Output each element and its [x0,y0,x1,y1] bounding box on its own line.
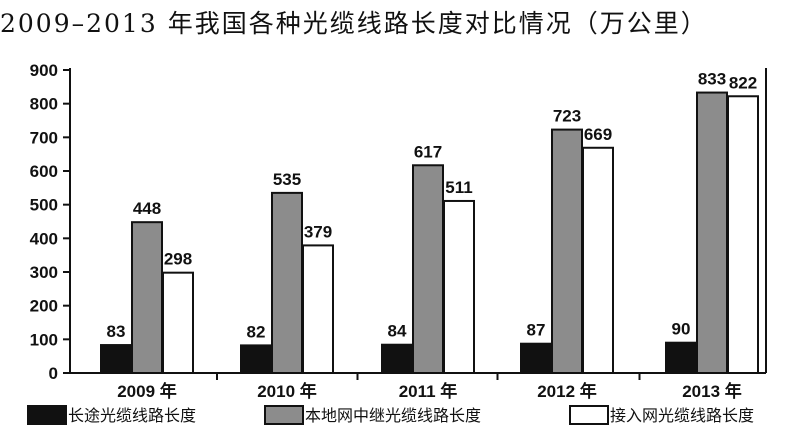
value-label-s1-c0: 448 [133,199,161,218]
bar-s0-c2 [381,343,413,375]
value-label-s1-c3: 723 [553,107,581,126]
x-category-label-1: 2010 年 [257,381,317,401]
legend-label-0: 长途光缆线路长度 [68,406,196,425]
bar-s0-c1 [240,344,272,375]
y-tick-label-4: 400 [30,229,58,248]
bar-s2-c3 [582,146,614,374]
bar-s2-c1 [302,244,334,374]
y-tick-label-9: 900 [30,61,58,80]
bar-s2-c2 [443,199,475,374]
x-category-label-0: 2009 年 [117,381,177,401]
chart-title: 2009–2013 年我国各种光缆线路长度对比情况（万公里） [0,9,708,38]
bar-s1-c1 [271,191,303,374]
value-label-s0-c3: 87 [527,321,546,340]
x-category-label-2: 2011 年 [399,381,458,401]
x-category-label-3: 2012 年 [537,381,597,401]
legend-swatch-1 [264,405,304,425]
bar-s1-c4 [696,91,728,374]
legend-label-1: 本地网中继光缆线路长度 [305,406,481,425]
value-label-s2-c0: 298 [164,250,192,269]
bar-series-group [100,91,759,375]
y-tick-label-1: 100 [30,330,58,349]
value-label-s0-c0: 83 [107,322,126,341]
value-label-s2-c1: 379 [304,222,332,241]
y-tick-label-2: 200 [30,297,58,316]
value-label-s2-c4: 822 [729,73,757,92]
y-tick-label-3: 300 [30,263,58,282]
legend-swatch-0 [27,405,67,425]
value-label-s1-c1: 535 [273,170,301,189]
value-label-s0-c2: 84 [388,322,407,341]
y-tick-label-5: 500 [30,196,58,215]
bar-s0-c0 [100,344,132,375]
bar-s2-c4 [727,95,759,374]
bar-s1-c2 [412,164,444,374]
legend-label-2: 接入网光缆线路长度 [610,406,754,425]
value-label-s2-c3: 669 [584,125,612,144]
bar-s0-c4 [665,341,697,375]
bar-s2-c0 [162,271,194,375]
bar-s0-c3 [520,342,552,374]
bar-s1-c3 [551,128,583,374]
legend-swatch-2 [569,405,609,425]
legend: 长途光缆线路长度 本地网中继光缆线路长度 接入网光缆线路长度 [27,405,754,425]
value-label-s0-c4: 90 [672,320,691,339]
bar-s1-c0 [131,221,163,374]
x-category-label-4: 2013 年 [682,381,742,401]
y-tick-label-6: 600 [30,162,58,181]
y-tick-label-0: 0 [49,364,58,383]
value-label-s1-c4: 833 [698,70,726,89]
y-tick-label-7: 700 [30,128,58,147]
y-tick-label-8: 800 [30,95,58,114]
value-label-s0-c1: 82 [247,322,266,341]
value-label-s2-c2: 511 [445,178,472,197]
value-label-s1-c2: 617 [414,142,442,161]
